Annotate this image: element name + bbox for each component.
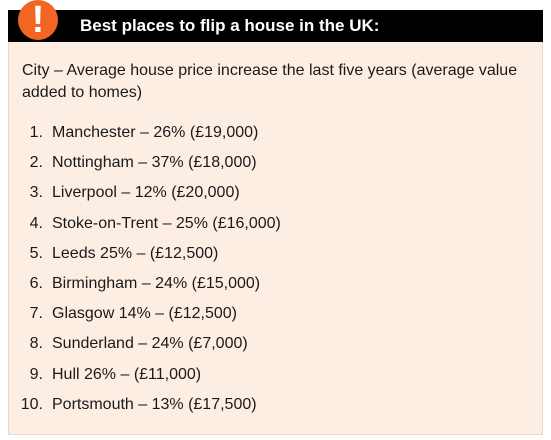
item-text: Hull 26% – (£11,000)	[52, 365, 202, 383]
item-number: 8.	[29, 335, 43, 353]
list-item: 8. Sunderland – 24% (£7,000)	[16, 333, 281, 363]
item-number: 1.	[29, 124, 43, 141]
item-number: 7.	[29, 305, 43, 323]
item-number: 4.	[29, 214, 43, 232]
item-text: Manchester – 26% (£19,000)	[52, 124, 259, 141]
intro-text: City – Average house price increase the …	[22, 62, 518, 101]
list-item: 2. Nottingham – 37% (£18,000)	[16, 152, 281, 182]
list-item: 7. Glasgow 14% – (£12,500)	[16, 303, 281, 333]
item-number: 6.	[29, 274, 43, 292]
item-number: 5.	[29, 244, 43, 262]
card-title: Best places to flip a house in the UK:	[80, 16, 380, 35]
list-item: 3. Liverpool – 12% (£20,000)	[16, 182, 281, 212]
item-text: Liverpool – 12% (£20,000)	[52, 184, 240, 202]
list-item: 9. Hull 26% – (£11,000)	[16, 364, 281, 394]
item-text: Sunderland – 24% (£7,000)	[52, 335, 248, 353]
item-number: 10.	[20, 395, 43, 413]
exclamation-icon: !	[18, 0, 58, 40]
item-text: Nottingham – 37% (£18,000)	[52, 154, 257, 172]
item-text: Portsmouth – 13% (£17,500)	[52, 395, 257, 413]
list-item: 5. Leeds 25% – (£12,500)	[16, 243, 281, 273]
list-item: 4. Stoke-on-Trent – 25% (£16,000)	[16, 213, 281, 243]
list-item: 1. Manchester – 26% (£19,000)	[16, 122, 281, 152]
item-number: 3.	[29, 184, 43, 202]
item-text: Birmingham – 24% (£15,000)	[52, 274, 261, 292]
ranked-list: 1. Manchester – 26% (£19,000) 2. Nottingha…	[16, 122, 281, 424]
card-header: Best places to flip a house in the UK:	[8, 10, 543, 42]
info-card	[8, 10, 543, 435]
item-number: 2.	[29, 154, 43, 172]
item-number: 9.	[29, 365, 43, 383]
list-item: 10. Portsmouth – 13% (£17,500)	[16, 394, 281, 424]
item-text: Glasgow 14% – (£12,500)	[52, 305, 237, 323]
item-text: Stoke-on-Trent – 25% (£16,000)	[52, 214, 281, 232]
list-item: 6. Birmingham – 24% (£15,000)	[16, 273, 281, 303]
item-text: Leeds 25% – (£12,500)	[52, 244, 219, 262]
